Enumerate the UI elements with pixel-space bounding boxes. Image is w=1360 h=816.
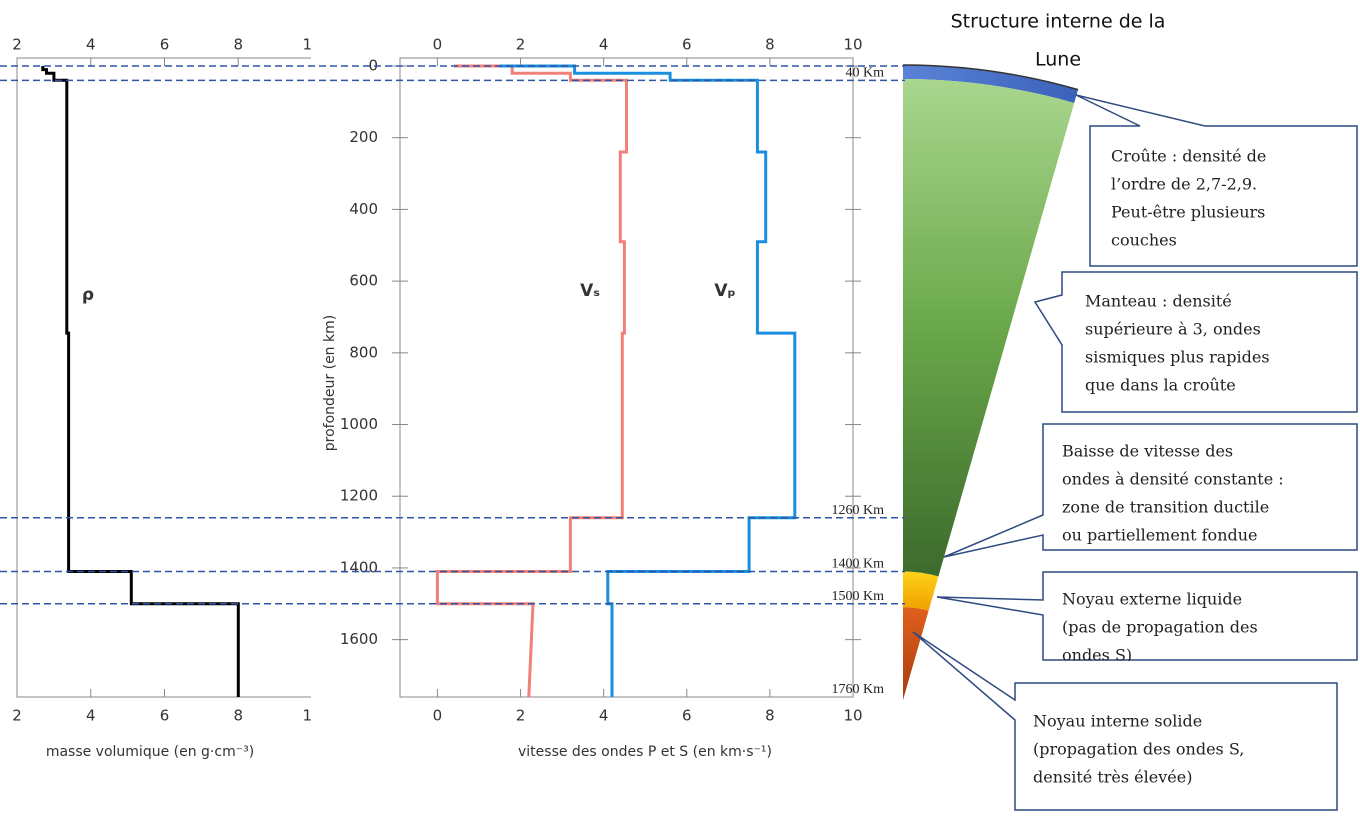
callout-text: Peut-être plusieurs [1111, 203, 1265, 222]
callout-text: Noyau externe liquide [1062, 590, 1242, 609]
y-tick-label: 400 [349, 200, 378, 218]
y-tick-label: 1400 [340, 558, 378, 576]
chart: 2 2 4 4 6 6 8 8 10 10 [12, 36, 321, 725]
callout-text: l’ordre de 2,7-2,9. [1111, 175, 1257, 194]
depth-label: 1760 Km [832, 682, 885, 697]
inner-core [903, 607, 929, 700]
series-label: Vₛ [580, 281, 600, 301]
callout-text: ondes S) [1062, 646, 1132, 665]
diagram-title: Lune [1035, 49, 1081, 71]
x-tick-label: 2 [516, 36, 526, 54]
x-tick-label: 8 [233, 36, 243, 54]
x-tick-label: 10 [843, 36, 862, 54]
x-axis-title: vitesse des ondes P et S (en km·s⁻¹) [518, 744, 772, 760]
callout-text: Manteau : densité [1085, 292, 1232, 311]
x-tick-label: 10 [302, 707, 321, 725]
callout-text: ondes à densité constante : [1062, 470, 1284, 489]
x-tick-label: 10 [843, 707, 862, 725]
x-tick-label: 4 [599, 707, 609, 725]
y-tick-label: 600 [349, 272, 378, 290]
depth-label: 1260 Km [832, 503, 885, 518]
callout-text: Croûte : densité de [1111, 147, 1266, 166]
x-tick-label: 10 [302, 36, 321, 54]
callout-text: que dans la croûte [1085, 376, 1236, 395]
callout-text: (pas de propagation des [1062, 618, 1258, 637]
x-tick-label: 6 [682, 707, 692, 725]
profile-line [500, 66, 795, 697]
x-tick-label: 4 [86, 36, 96, 54]
callout-text: ou partiellement fondue [1062, 526, 1258, 545]
depth-label: 1400 Km [832, 557, 885, 572]
profile-line [437, 66, 626, 697]
chart: 0022446688101002004006008001000120014001… [340, 36, 863, 725]
x-tick-label: 6 [682, 36, 692, 54]
callout-text: sismiques plus rapides [1085, 348, 1270, 367]
callout-text: couches [1111, 231, 1177, 250]
x-tick-label: 2 [516, 707, 526, 725]
callout-text: Baisse de vitesse des [1062, 442, 1233, 461]
x-tick-label: 4 [86, 707, 96, 725]
callout-text: Noyau interne solide [1033, 712, 1202, 731]
y-tick-label: 1600 [340, 630, 378, 648]
y-axis-title: profondeur (en km) [322, 315, 338, 451]
x-tick-label: 0 [433, 707, 443, 725]
x-tick-label: 8 [765, 707, 775, 725]
y-tick-label: 1200 [340, 487, 378, 505]
plot-frame [17, 58, 312, 697]
plot-frame [400, 58, 853, 697]
x-tick-label: 8 [765, 36, 775, 54]
series-label: ρ [82, 285, 94, 305]
series-label: Vₚ [714, 281, 735, 301]
x-tick-label: 4 [599, 36, 609, 54]
y-tick-label: 1000 [340, 415, 378, 433]
x-tick-label: 6 [160, 36, 170, 54]
x-tick-label: 8 [233, 707, 243, 725]
callout-text: supérieure à 3, ondes [1085, 320, 1261, 339]
x-tick-label: 0 [433, 36, 443, 54]
callout-box [937, 572, 1357, 660]
profile-line [43, 66, 239, 697]
x-tick-label: 6 [160, 707, 170, 725]
figure: 2 2 4 4 6 6 8 8 10 1000 2 2 4 4 6 6 8 8 10 10 0 200 400 600 800 1… [0, 0, 1360, 816]
x-tick-label: 2 [12, 36, 22, 54]
x-axis-title: masse volumique (en g·cm⁻³) [46, 744, 254, 760]
callout-text: densité très élevée) [1033, 768, 1192, 787]
callout-text: zone de transition ductile [1062, 498, 1269, 517]
depth-label: 1500 Km [832, 589, 885, 604]
diagram-title: Structure interne de la [951, 11, 1166, 33]
outer-core [903, 572, 938, 611]
callout-text: (propagation des ondes S, [1033, 740, 1244, 759]
depth-label: 40 Km [846, 66, 885, 81]
y-tick-label: 800 [349, 343, 378, 361]
y-tick-label: 200 [349, 128, 378, 146]
x-tick-label: 2 [12, 707, 22, 725]
